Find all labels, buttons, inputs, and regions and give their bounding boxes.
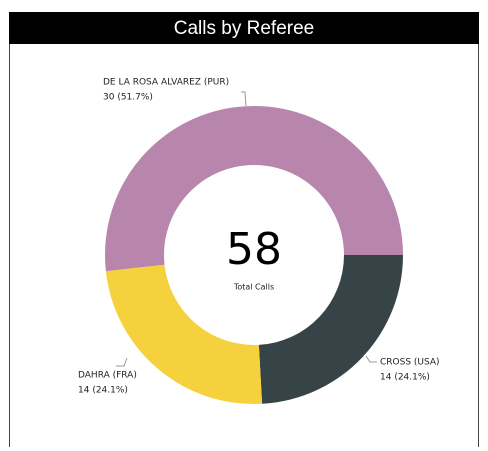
leader-line [241,91,247,107]
donut-slice [105,264,263,404]
slice-value-label: 14 (24.1%) [380,373,430,383]
chart-title: Calls by Referee [174,18,314,39]
slice-value-label: 30 (51.7%) [103,93,153,103]
center-value: 58 [226,224,282,275]
title-bar [9,12,479,44]
slice-label: DAHRA (FRA) [78,371,137,381]
slice-label: DE LA ROSA ALVAREZ (PUR) [103,78,229,88]
donut-slice [258,255,403,404]
leader-line [365,355,377,363]
center-label: Total Calls [233,283,274,292]
slice-label: CROSS (USA) [380,358,440,368]
leader-line [116,357,128,367]
donut-slice [105,106,404,272]
slice-value-label: 14 (24.1%) [78,386,128,396]
